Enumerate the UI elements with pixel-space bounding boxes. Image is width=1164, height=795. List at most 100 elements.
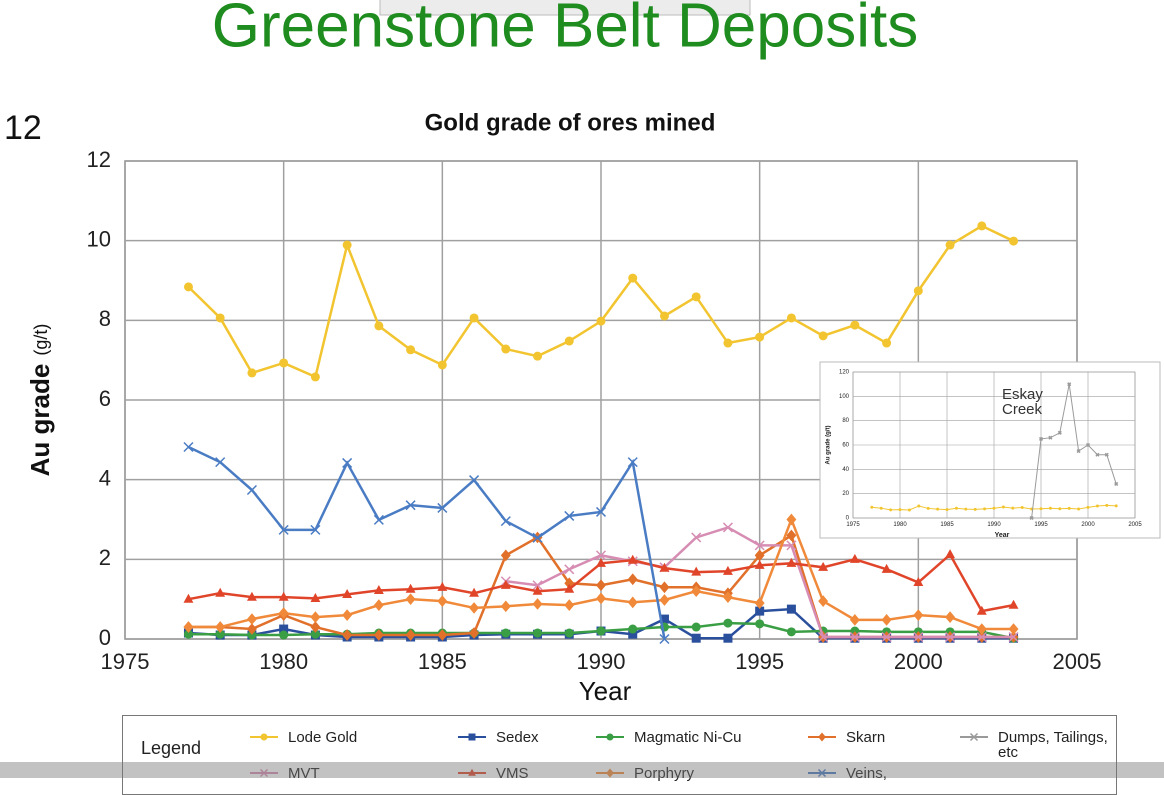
marker xyxy=(1076,449,1081,454)
marker xyxy=(533,628,543,638)
marker xyxy=(628,624,638,634)
y-tick-label: 12 xyxy=(87,147,111,172)
legend-icon xyxy=(250,768,278,778)
marker xyxy=(976,605,987,615)
legend-icon xyxy=(250,733,278,741)
x-axis-label: Year xyxy=(995,532,1010,539)
legend-item: Skarn xyxy=(806,730,958,760)
marker xyxy=(754,597,765,609)
marker xyxy=(691,633,701,643)
legend-icon xyxy=(596,733,624,741)
marker xyxy=(405,500,416,511)
y-tick-label: 4 xyxy=(99,465,111,490)
y-axis-label: Au grade (g/t) xyxy=(826,426,832,465)
legend-label: Dumps, Tailings, etc xyxy=(998,729,1108,761)
marker xyxy=(691,292,701,302)
marker xyxy=(564,577,575,590)
marker xyxy=(818,631,829,643)
marker xyxy=(437,629,448,641)
x-axis-label: Year xyxy=(579,676,632,706)
x-tick-label: 1990 xyxy=(577,649,626,674)
marker xyxy=(278,524,289,535)
marker xyxy=(945,549,956,559)
marker xyxy=(976,623,987,635)
marker xyxy=(945,631,956,643)
marker xyxy=(373,599,384,611)
marker xyxy=(500,579,511,589)
marker xyxy=(246,484,257,496)
marker xyxy=(881,614,892,626)
legend-item: Porphyry xyxy=(594,766,806,781)
search-bar xyxy=(379,0,751,16)
marker xyxy=(1008,631,1019,643)
marker xyxy=(247,368,257,378)
marker xyxy=(564,583,575,593)
x-tick-label: 1980 xyxy=(259,649,308,674)
marker xyxy=(889,508,893,512)
marker xyxy=(691,585,702,598)
marker xyxy=(786,557,797,567)
marker xyxy=(628,273,638,283)
marker xyxy=(564,599,575,611)
marker xyxy=(870,505,874,509)
legend: Legend Lode Gold Sedex Magmatic Ni-Cu Skarn… xyxy=(122,715,1117,795)
marker xyxy=(722,591,733,604)
marker xyxy=(564,564,575,575)
marker xyxy=(964,507,968,511)
marker xyxy=(1009,236,1019,246)
marker xyxy=(247,630,257,640)
marker xyxy=(1039,507,1043,511)
marker xyxy=(850,626,860,636)
video-bar xyxy=(0,762,1164,778)
marker xyxy=(659,594,670,606)
y-tick-label: 8 xyxy=(99,306,111,331)
x-tick-label: 1980 xyxy=(893,522,907,528)
legend-item: Veins, xyxy=(806,766,958,781)
marker xyxy=(310,621,321,633)
marker xyxy=(954,506,958,510)
marker xyxy=(469,313,479,323)
marker xyxy=(691,532,702,543)
marker xyxy=(310,611,321,623)
legend-label: VMS xyxy=(496,765,529,782)
marker xyxy=(983,507,987,511)
marker xyxy=(722,522,733,533)
marker xyxy=(596,626,606,636)
marker xyxy=(973,507,977,511)
marker xyxy=(278,607,289,619)
marker xyxy=(469,627,480,639)
y-tick-label: 80 xyxy=(842,418,849,424)
marker xyxy=(501,628,511,638)
legend-label: Veins, xyxy=(846,765,887,782)
marker xyxy=(469,475,480,486)
marker xyxy=(913,286,923,296)
marker xyxy=(183,593,194,603)
marker xyxy=(183,629,193,639)
x-tick-label: 2005 xyxy=(1128,522,1142,528)
marker xyxy=(596,316,606,326)
marker xyxy=(722,565,733,575)
annotation: Creek xyxy=(1002,401,1043,418)
marker xyxy=(437,360,447,370)
marker xyxy=(183,282,193,292)
marker xyxy=(500,516,511,527)
marker xyxy=(468,733,476,741)
marker xyxy=(595,506,607,517)
marker xyxy=(1008,623,1019,635)
marker xyxy=(215,587,226,597)
legend-item: MVT xyxy=(248,766,456,781)
marker xyxy=(882,338,892,348)
marker xyxy=(215,621,226,633)
marker xyxy=(342,457,353,468)
marker xyxy=(818,595,829,608)
marker xyxy=(532,585,543,595)
y-axis-label-main: Au grade xyxy=(25,364,55,477)
marker xyxy=(1104,452,1109,457)
marker xyxy=(659,562,670,572)
marker xyxy=(246,591,257,601)
marker xyxy=(659,614,669,624)
marker xyxy=(723,633,733,643)
legend-icon xyxy=(458,768,486,776)
marker xyxy=(1011,506,1015,510)
marker xyxy=(849,631,860,643)
